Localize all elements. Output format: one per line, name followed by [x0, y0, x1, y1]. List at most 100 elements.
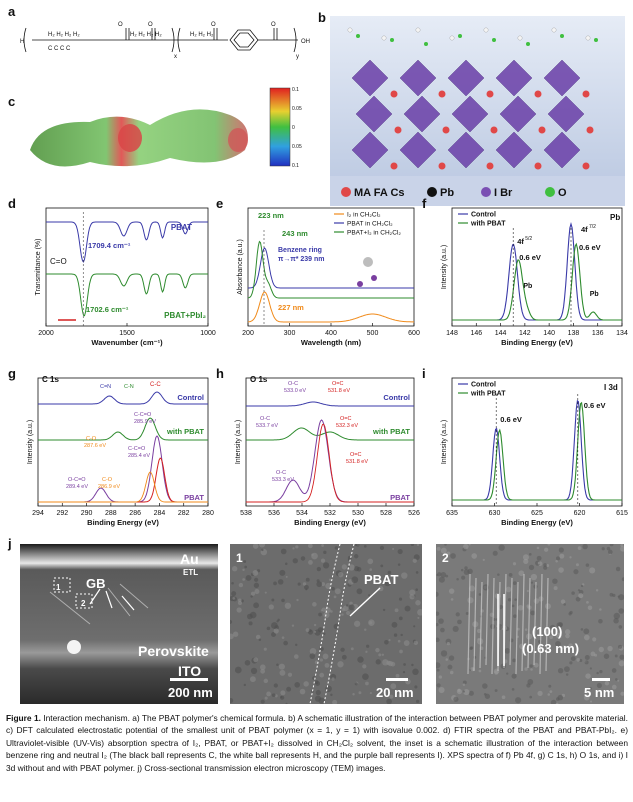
xps-o-oc3: O-C [276, 470, 286, 476]
xps-o-ylabel: Intensity (a.u.) [235, 420, 242, 464]
xps-o-oc1v: 533.0 eV [284, 388, 306, 394]
octahedron [543, 131, 581, 169]
xps-pb-pb0-b: Pb [590, 291, 599, 298]
polymer-atom [347, 27, 353, 33]
svg-text:H₂ H₂ H₂ H₂: H₂ H₂ H₂ H₂ [48, 32, 80, 38]
xps-o-xtick: 530 [352, 510, 364, 517]
xps-pb-legend-withpbat: with PBAT [470, 221, 506, 228]
octahedron [399, 59, 437, 97]
xps-c-cn2: C-N [124, 384, 134, 390]
colorbar-tick: 0 [292, 125, 295, 131]
legend-swatch [427, 187, 437, 197]
polymer-atom [415, 27, 421, 33]
oxygen-atom [458, 34, 462, 38]
xps-c-co1: C-O [86, 436, 97, 442]
xps-c-co2v: 286.9 eV [98, 484, 120, 490]
cation-ball [442, 126, 450, 134]
xps-i-xlabel: Binding Energy (eV) [501, 518, 573, 527]
xps-c-frame [37, 377, 209, 507]
caption-text: Interaction mechanism. a) The PBAT polym… [6, 713, 628, 773]
xps-c-series-withpbat [38, 417, 208, 441]
polymer-atom [449, 35, 455, 41]
svg-text:H₂ H₂ H₂: H₂ H₂ H₂ [190, 32, 214, 38]
cation-ball [486, 162, 494, 170]
xps-pb-ylabel: Intensity (a.u.) [441, 245, 448, 289]
xps-o-series-withpbat [246, 427, 414, 441]
panel-a-formula: H H₂ H₂ H₂ H₂ C C C C H₂ H₂ H₂ H₂ O O H₂ H… [20, 22, 310, 60]
xps-pb-series-withpbat [452, 242, 622, 321]
polymer-atom [585, 35, 591, 41]
xps-c-occo: O-C=O [68, 477, 86, 483]
xps-o-xtick: 528 [380, 510, 392, 517]
oxygen-atom [560, 34, 564, 38]
xps-o-pbat-label: PBAT [390, 493, 410, 502]
xps-pb-xtick: 146 [470, 330, 482, 337]
tem-box2-label: 2 [81, 599, 86, 608]
panel-j-label: j [8, 536, 12, 551]
xps-pb-4f72-sub: 7/2 [589, 224, 596, 230]
tem-plane-label: (100) [532, 624, 562, 639]
xps-pb-xtick: 138 [568, 330, 580, 337]
xps-c-title: C 1s [42, 375, 59, 384]
cation-ball [486, 90, 494, 98]
tem-ito-label: ITO [178, 663, 201, 679]
legend-label: I Br [494, 187, 513, 199]
tem-spacing-label: (0.63 nm) [522, 641, 579, 656]
xps-c-xtick: 286 [129, 510, 141, 517]
xps-pb-pb0-a: Pb [523, 283, 532, 290]
cation-ball [534, 90, 542, 98]
octahedron [451, 95, 489, 133]
xps-c-occov: 289.4 eV [66, 484, 88, 490]
octahedron [547, 95, 585, 133]
xps-c-cco2v: 285.4 eV [128, 453, 150, 459]
xps-c-co1v: 287.6 eV [84, 443, 106, 449]
uvvis-series-pbat [248, 247, 414, 289]
legend-label: MA FA Cs [354, 187, 405, 199]
formula-sub-y: y [296, 54, 299, 60]
oxygen-atom [526, 42, 530, 46]
xps-c-xtick: 290 [81, 510, 93, 517]
xps-c-pbat-label: PBAT [184, 493, 204, 502]
cation-ball [582, 162, 590, 170]
cation-ball [490, 126, 498, 134]
xps-c-ylabel: Intensity (a.u.) [27, 420, 34, 464]
xps-c-cco2: C-C=O [128, 446, 146, 452]
panel-d-ftir: 2000 1500 1000 Transmittance (%) Wavenumber … [35, 207, 216, 347]
xps-i-xtick: 635 [446, 510, 458, 517]
colorbar-tick: 0.1 [292, 163, 299, 169]
panel-f-xps-pb: 148 146 144 142 140 138 136 134 Intensity (a.u.)… [441, 207, 628, 347]
xps-c-xlabel: Binding Energy (eV) [87, 518, 159, 527]
polymer-atom [517, 35, 523, 41]
svg-text:O: O [211, 22, 216, 28]
xps-c-withpbat-label: with PBAT [166, 427, 204, 436]
figure-caption: Figure 1. Interaction mechanism. a) The … [6, 712, 628, 774]
tem-image-overview: Au ETL GB 1 2 Perovskite ITO 200 nm [20, 544, 218, 704]
inset-iodine [371, 275, 377, 281]
cation-ball [438, 162, 446, 170]
panel-e-uvvis: 200 300 400 500 600 Absorbance (a.u.) Waveleng… [237, 207, 420, 347]
ftir-xlabel: Wavenumber (cm⁻¹) [91, 338, 163, 347]
panel-c-label: c [8, 94, 16, 109]
xps-o-oeq2v: 532.3 eV [336, 423, 358, 429]
cation-ball [538, 126, 546, 134]
xps-o-oc2v: 533.7 eV [256, 423, 278, 429]
legend-swatch [481, 187, 491, 197]
uvvis-xtick: 300 [284, 330, 296, 337]
xps-o-xlabel: Binding Energy (eV) [294, 518, 366, 527]
xps-i-ylabel: Intensity (a.u.) [441, 420, 448, 464]
polymer-atom [551, 27, 557, 33]
xps-c-xtick: 292 [56, 510, 68, 517]
xps-c-cco1v: 285.9 eV [134, 419, 156, 425]
ftir-series-pbat-pbi2 [46, 273, 208, 317]
xps-c-xtick: 284 [154, 510, 166, 517]
uvvis-series-pbat-i2 [247, 240, 414, 299]
ftir-ylabel: Transmittance (%) [35, 239, 42, 296]
polymer-atom [381, 35, 387, 41]
xps-pb-xtick: 134 [616, 330, 628, 337]
oxygen-atom [390, 38, 394, 42]
cation-ball [586, 126, 594, 134]
tem-perovskite-label: Perovskite [138, 643, 209, 659]
svg-text:O: O [118, 22, 123, 28]
uvvis-ring-label: Benzene ring [278, 247, 322, 254]
